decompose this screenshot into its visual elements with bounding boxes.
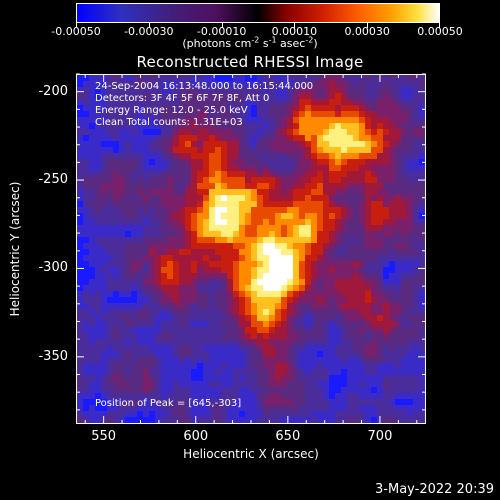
colorbar-tick-label: 0.00050 <box>417 25 463 38</box>
colorbar-tick-mark <box>294 23 296 28</box>
colorbar <box>76 3 440 23</box>
colorbar-tick-mark <box>76 23 77 28</box>
colorbar-tick-mark <box>148 23 150 28</box>
x-tick-label: 550 <box>91 429 117 444</box>
rhessi-image-plot: 24-Sep-2004 16:13:48.000 to 16:15:44.000… <box>76 74 426 424</box>
annotation-total-counts: Clean Total counts: 1.31E+03 <box>95 117 243 128</box>
x-tick-label: 650 <box>275 429 301 444</box>
image-title: Reconstructed RHESSI Image <box>136 53 364 71</box>
y-tick-label: -300 <box>38 260 68 276</box>
colorbar-units: (photons cm-2 s-1 asec-2) <box>182 35 318 50</box>
colorbar-tick-mark <box>439 23 440 28</box>
y-tick-label: -350 <box>38 348 68 364</box>
colorbar-tick-label: -0.00010 <box>196 25 247 38</box>
annotation-peak-position: Position of Peak = [645,-303] <box>95 398 242 409</box>
annotation-detectors: Detectors: 3F 4F 5F 6F 7F 8F, Att 0 <box>95 93 270 104</box>
y-tick-label: -250 <box>38 172 68 188</box>
x-tick-label: 600 <box>183 429 209 444</box>
timestamp: 3-May-2022 20:39 <box>375 482 494 497</box>
colorbar-tick-label: -0.00050 <box>51 25 101 38</box>
y-axis-label: Heliocentric Y (arcsec) <box>8 181 22 317</box>
colorbar-gradient <box>76 3 440 23</box>
colorbar-tick-label: 0.00010 <box>271 25 318 38</box>
x-tick-label: 700 <box>367 429 393 444</box>
annotation-energy-range: Energy Range: 12.0 - 25.0 keV <box>95 105 248 116</box>
colorbar-tick-label: 0.00030 <box>344 25 390 38</box>
colorbar-tick-mark <box>367 23 369 28</box>
y-tick-label: -200 <box>38 83 68 99</box>
x-axis-label: Heliocentric X (arcsec) <box>183 447 319 461</box>
colorbar-ticks <box>76 23 440 28</box>
annotation-time-range: 24-Sep-2004 16:13:48.000 to 16:15:44.000 <box>95 81 314 92</box>
colorbar-tick-mark <box>221 23 223 28</box>
heatmap-image <box>77 75 425 423</box>
colorbar-tick-label: -0.00030 <box>124 25 174 38</box>
